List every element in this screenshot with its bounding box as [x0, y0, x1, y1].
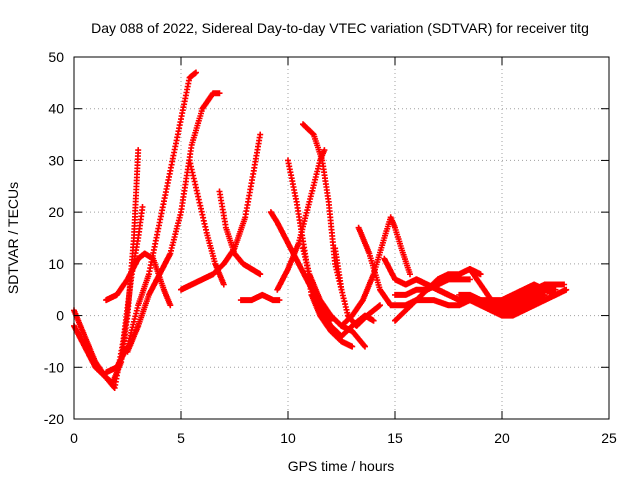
- series-t27: [488, 286, 570, 319]
- series-t14: [300, 245, 368, 350]
- marker-trace: [237, 291, 283, 304]
- y-tick-label: 40: [48, 101, 64, 117]
- series-t7: [178, 131, 264, 293]
- x-tick-label: 0: [70, 430, 78, 446]
- marker-trace: [103, 250, 174, 309]
- series-t21: [392, 276, 473, 298]
- axis-ticks: 0 5 10 15 20 25 -20 -10 0 10 20 30 40 50: [44, 49, 617, 446]
- marker-trace: [103, 69, 199, 376]
- y-axis-label: SDTVAR / TECUs: [5, 182, 21, 294]
- y-tick-label: 20: [48, 204, 64, 220]
- x-tick-label: 5: [177, 430, 185, 446]
- series-t5: [103, 250, 174, 309]
- marker-trace: [499, 281, 559, 304]
- marker-trace: [300, 245, 368, 350]
- marker-trace: [332, 245, 383, 329]
- marker-trace: [338, 214, 413, 329]
- series-t18: [338, 214, 413, 329]
- series-t3: [103, 69, 199, 376]
- series-t8: [216, 188, 264, 278]
- marker-trace: [216, 188, 264, 278]
- marker-trace: [488, 286, 570, 319]
- series-t28: [499, 281, 559, 304]
- x-tick-label: 15: [387, 430, 403, 446]
- data-points: [71, 69, 570, 391]
- marker-trace: [178, 131, 264, 293]
- x-tick-label: 20: [494, 430, 510, 446]
- y-tick-label: 10: [48, 256, 64, 272]
- y-tick-label: -10: [44, 359, 64, 375]
- plot-frame: [73, 56, 610, 420]
- marker-trace: [274, 147, 328, 293]
- chart-title: Day 088 of 2022, Sidereal Day-to-day VTE…: [91, 20, 589, 36]
- marker-trace: [392, 276, 473, 298]
- y-tick-label: 50: [48, 49, 64, 65]
- series-t12: [274, 147, 328, 293]
- y-tick-label: 0: [56, 308, 64, 324]
- x-axis-label: GPS time / hours: [288, 458, 395, 474]
- series-t9: [237, 291, 283, 304]
- x-tick-label: 10: [280, 430, 296, 446]
- series-t16: [332, 245, 383, 329]
- x-tick-label: 25: [601, 430, 617, 446]
- y-tick-label: 30: [48, 152, 64, 168]
- y-tick-label: -20: [44, 411, 64, 427]
